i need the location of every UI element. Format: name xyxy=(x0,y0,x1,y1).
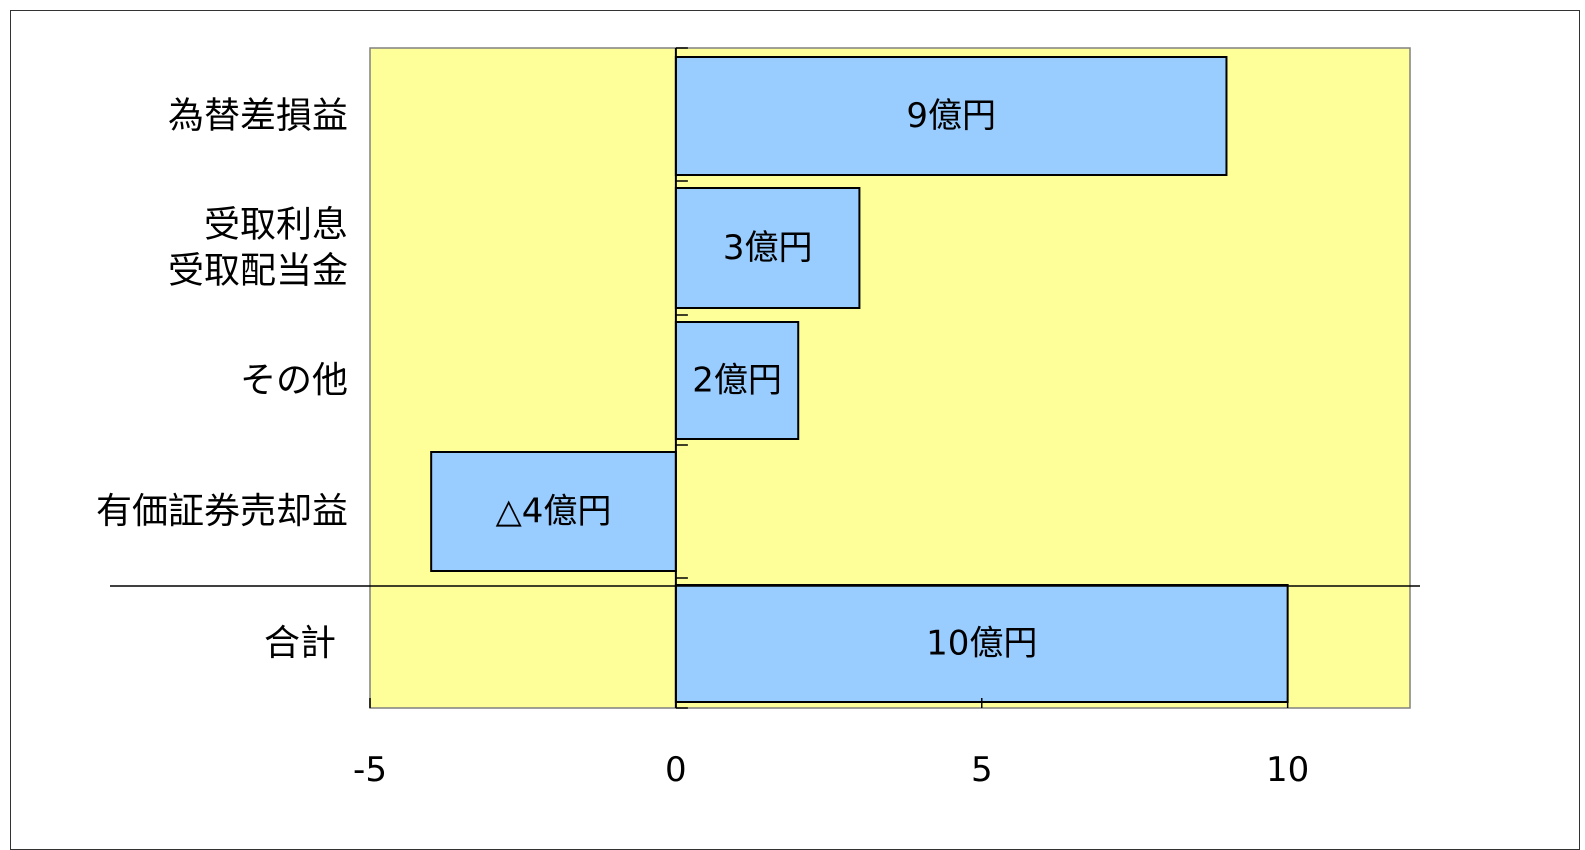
x-tick-label-2: 5 xyxy=(971,750,993,790)
x-tick-label-3: 10 xyxy=(1266,750,1309,790)
category-label-0-0: 為替差損益 xyxy=(168,96,348,137)
bar-value-label-3: △4億円 xyxy=(496,492,612,532)
bar-value-label-1: 3億円 xyxy=(723,228,813,268)
category-label-1-0: 受取利息 xyxy=(204,205,348,246)
bar-value-label-2: 2億円 xyxy=(692,361,782,401)
category-label-1-1: 受取配当金 xyxy=(168,251,348,292)
category-label-4-0: 合計 xyxy=(264,623,336,664)
bar-value-label-4: 10億円 xyxy=(926,624,1037,664)
category-label-2-0: その他 xyxy=(240,360,348,401)
x-tick-label-1: 0 xyxy=(665,750,687,790)
category-label-3-0: 有価証券売却益 xyxy=(96,491,348,532)
bar-value-label-0: 9億円 xyxy=(906,96,996,136)
x-tick-label-0: -5 xyxy=(353,750,387,790)
